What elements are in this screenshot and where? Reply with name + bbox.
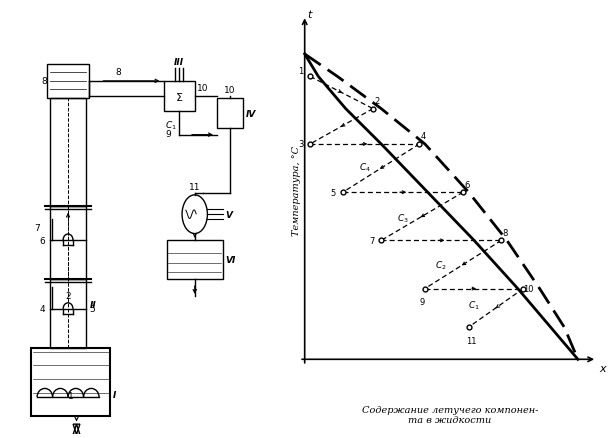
Text: $C_2$: $C_2$ xyxy=(436,258,447,271)
Text: 8: 8 xyxy=(116,67,122,77)
Text: 10: 10 xyxy=(224,85,236,95)
Bar xyxy=(217,99,242,129)
Bar xyxy=(47,64,89,99)
Text: 9: 9 xyxy=(165,130,171,139)
Text: $C_1$: $C_1$ xyxy=(165,120,177,132)
Text: Температура, °С: Температура, °С xyxy=(293,145,301,236)
Text: I: I xyxy=(113,391,116,399)
Text: 2: 2 xyxy=(65,292,71,301)
Bar xyxy=(50,99,86,206)
Text: VI: VI xyxy=(226,255,236,264)
Text: x: x xyxy=(600,363,606,373)
Bar xyxy=(50,206,86,279)
Text: 7: 7 xyxy=(34,223,40,232)
Text: 9: 9 xyxy=(420,297,425,306)
Text: 6: 6 xyxy=(39,236,45,245)
Text: 11: 11 xyxy=(189,183,201,192)
Text: $C_3$: $C_3$ xyxy=(397,212,409,225)
Text: 4: 4 xyxy=(39,305,45,314)
Text: 1: 1 xyxy=(68,392,73,400)
Bar xyxy=(50,279,86,348)
Text: IV: IV xyxy=(245,110,256,118)
Text: t: t xyxy=(307,10,312,20)
Bar xyxy=(31,348,110,417)
Text: 11: 11 xyxy=(466,336,477,345)
Text: V: V xyxy=(225,210,232,219)
Text: Содержание летучего компонен-
та в жидкости: Содержание летучего компонен- та в жидко… xyxy=(362,405,538,424)
Text: III: III xyxy=(174,58,184,67)
Text: 5: 5 xyxy=(330,188,336,197)
Text: II: II xyxy=(90,300,97,309)
Text: 8: 8 xyxy=(41,77,47,86)
Text: 10: 10 xyxy=(198,83,209,92)
Text: 2: 2 xyxy=(375,97,379,106)
Text: 4: 4 xyxy=(421,132,426,141)
Text: 3: 3 xyxy=(298,140,304,149)
Text: 6: 6 xyxy=(465,180,470,189)
Text: $C_1$: $C_1$ xyxy=(468,299,480,311)
Text: 7: 7 xyxy=(369,237,375,245)
Text: 10: 10 xyxy=(523,284,534,293)
Text: 5: 5 xyxy=(89,305,95,314)
Text: $C_4$: $C_4$ xyxy=(359,161,371,173)
Text: 8: 8 xyxy=(503,228,508,237)
Bar xyxy=(164,81,195,112)
Bar xyxy=(166,240,223,279)
Text: 1: 1 xyxy=(298,67,303,75)
Text: $\Sigma$: $\Sigma$ xyxy=(175,91,184,102)
